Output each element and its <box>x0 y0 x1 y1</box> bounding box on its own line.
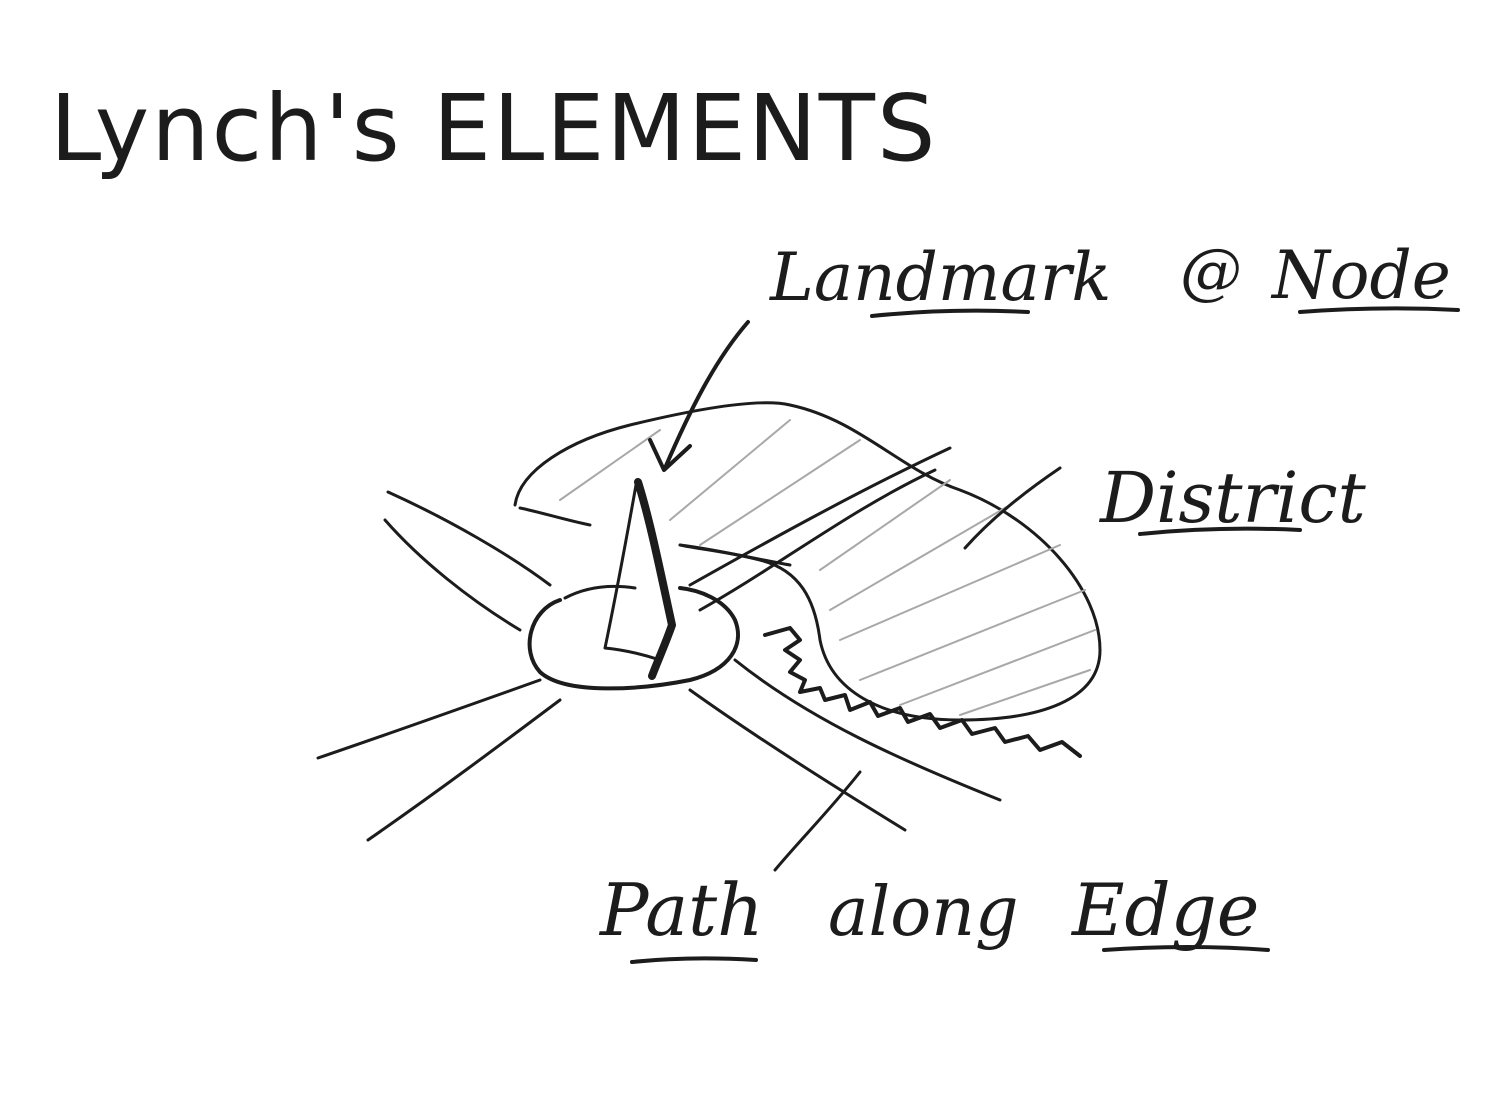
district-outline <box>513 401 1102 722</box>
node-oval-top <box>563 584 637 600</box>
path-lower-right-b <box>733 658 1002 802</box>
path-underline <box>630 956 758 964</box>
at-symbol: @ <box>1180 234 1242 307</box>
path-lower-left-a <box>316 678 542 760</box>
spire-right-edge <box>634 478 676 680</box>
path-right-short <box>678 543 792 567</box>
edge-label: Edge <box>1070 868 1259 952</box>
district-label-group: District <box>1098 457 1367 539</box>
district-leader <box>963 466 1062 550</box>
path-leader <box>773 770 862 872</box>
landmark-arrow <box>663 320 750 470</box>
along-label: along <box>828 873 1019 952</box>
path-upper-right-a <box>688 446 952 587</box>
landmark-arrowhead <box>648 438 692 472</box>
path-lower-right-a <box>688 688 907 832</box>
path-upper-left-a <box>386 490 552 587</box>
spire-left-face <box>603 483 662 662</box>
landmark-label: Landmark <box>769 239 1111 316</box>
district-hatching <box>559 419 1096 716</box>
edge-zigzag <box>763 626 1082 758</box>
path-label: Path <box>598 868 763 952</box>
sketch-title: Lynch's ELEMENTS <box>50 75 937 182</box>
edge-underline <box>1102 945 1270 952</box>
landmark-underline <box>870 308 1030 318</box>
path-upper-right-b <box>698 468 937 612</box>
node-underline <box>1298 306 1460 314</box>
path-upper-left-b <box>383 518 522 632</box>
paths <box>316 446 1002 842</box>
node-oval <box>527 586 740 691</box>
landmark-node-label: Landmark @ Node <box>769 234 1460 318</box>
district-underline <box>1138 526 1302 536</box>
district-lower-stroke <box>518 506 592 527</box>
node-label: Node <box>1270 237 1451 314</box>
path-edge-label-group: Path along Edge <box>598 868 1270 964</box>
landmark-spire <box>603 478 676 680</box>
district-region <box>513 401 1102 722</box>
district-label: District <box>1098 457 1367 539</box>
path-lower-left-b <box>366 698 562 842</box>
